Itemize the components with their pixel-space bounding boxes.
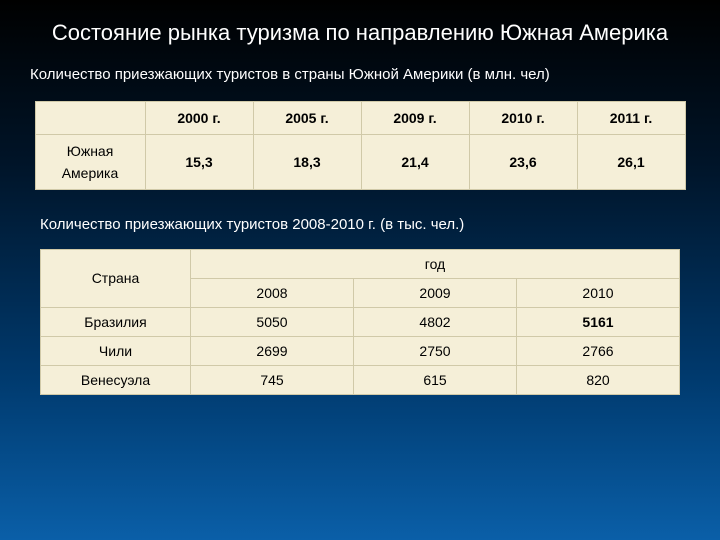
subtitle-2: Количество приезжающих туристов 2008-201…: [0, 208, 720, 241]
row-label-bottom: Америка: [50, 165, 131, 181]
col-header: 2011 г.: [577, 101, 685, 134]
table-tourists-millions: 2000 г. 2005 г. 2009 г. 2010 г. 2011 г. …: [35, 101, 686, 190]
cell: 5050: [191, 307, 354, 336]
cell: 820: [517, 365, 680, 394]
col-header: 2009 г.: [361, 101, 469, 134]
col-header: 2009: [354, 278, 517, 307]
col-header: 2000 г.: [145, 101, 253, 134]
cell-country: Венесуэла: [41, 365, 191, 394]
cell: 2766: [517, 336, 680, 365]
row-label: Южная Америка: [35, 134, 145, 189]
cell: 745: [191, 365, 354, 394]
table-row: Венесуэла 745 615 820: [41, 365, 680, 394]
col-header-year: год: [191, 249, 680, 278]
cell: 2750: [354, 336, 517, 365]
cell: 615: [354, 365, 517, 394]
cell: 15,3: [145, 134, 253, 189]
cell-country: Чили: [41, 336, 191, 365]
table-tourists-thousands: Страна год 2008 2009 2010 Бразилия 5050 …: [40, 249, 680, 395]
table-row: 2000 г. 2005 г. 2009 г. 2010 г. 2011 г.: [35, 101, 685, 134]
table-row: Страна год: [41, 249, 680, 278]
cell: 4802: [354, 307, 517, 336]
page-title: Состояние рынка туризма по направлению Ю…: [0, 0, 720, 60]
col-header: 2010 г.: [469, 101, 577, 134]
cell: 2699: [191, 336, 354, 365]
cell: 21,4: [361, 134, 469, 189]
col-header: 2005 г.: [253, 101, 361, 134]
cell-country: Бразилия: [41, 307, 191, 336]
table-row: Бразилия 5050 4802 5161: [41, 307, 680, 336]
col-header-country: Страна: [41, 249, 191, 307]
cell: 18,3: [253, 134, 361, 189]
cell: 26,1: [577, 134, 685, 189]
cell: 5161: [517, 307, 680, 336]
subtitle-1: Количество приезжающих туристов в страны…: [0, 60, 720, 93]
col-header: 2010: [517, 278, 680, 307]
col-header: 2008: [191, 278, 354, 307]
cell: 23,6: [469, 134, 577, 189]
table-row: Чили 2699 2750 2766: [41, 336, 680, 365]
row-label-top: Южная: [50, 143, 131, 159]
